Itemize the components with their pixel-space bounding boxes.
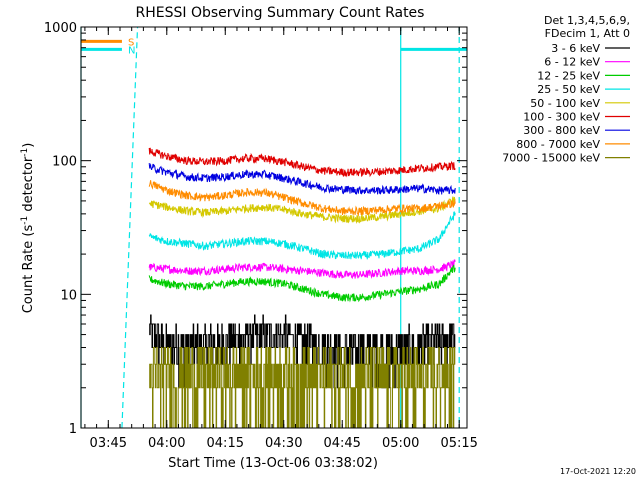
- legend-label-6: 300 - 800 keV: [523, 124, 600, 137]
- chart-title: RHESSI Observing Summary Count Rates: [136, 5, 425, 21]
- legend-header-line-1: Det 1,3,4,5,6,9,: [544, 14, 630, 27]
- series-6: [148, 163, 456, 196]
- y-axis-label-main: Count Rate (s: [21, 225, 36, 314]
- series-2: [148, 264, 456, 303]
- x-tick-label-5: 05:00: [382, 436, 419, 451]
- legend-label-4: 50 - 100 keV: [530, 97, 600, 110]
- legend: Det 1,3,4,5,6,9, FDecim 1, Att 0 3 - 6 k…: [502, 14, 630, 165]
- series-line-8: [149, 347, 456, 429]
- x-axis-ticks: 03:45 04:00 04:15 04:30 04:45 05:00 05:15: [84, 27, 478, 451]
- series-line-7: [148, 180, 456, 217]
- legend-label-2: 12 - 25 keV: [537, 69, 600, 82]
- x-tick-label-2: 04:15: [207, 436, 244, 451]
- series-8: [149, 347, 456, 429]
- series-line-6: [148, 163, 456, 196]
- plot-area: SN: [80, 26, 468, 429]
- legend-label-7: 800 - 7000 keV: [516, 138, 600, 151]
- series-lines: [148, 147, 456, 429]
- series-line-0: [149, 314, 456, 389]
- series-line-5: [148, 147, 456, 178]
- series-7: [148, 180, 456, 217]
- x-tick-label-4: 04:45: [323, 436, 360, 451]
- series-4: [148, 196, 456, 224]
- legend-label-5: 100 - 300 keV: [523, 111, 600, 124]
- flag-label-1: N: [128, 45, 135, 56]
- legend-label-3: 25 - 50 keV: [537, 83, 600, 96]
- legend-label-8: 7000 - 15000 keV: [502, 152, 600, 165]
- series-3: [148, 211, 456, 260]
- flag-bars: SN: [81, 37, 467, 56]
- x-tick-label-1: 04:00: [148, 436, 185, 451]
- plot-frame: [80, 26, 468, 429]
- x-tick-label-3: 04:30: [265, 436, 302, 451]
- x-axis-label: Start Time (13-Oct-06 03:38:02): [168, 456, 378, 471]
- y-axis-label-mid: detector: [21, 156, 36, 216]
- y-axis-label-sup1: -1: [20, 216, 30, 225]
- transition-marker: [121, 26, 139, 429]
- y-tick-label-0: 1: [69, 422, 77, 437]
- x-tick-label-0: 03:45: [90, 436, 127, 451]
- series-0: [149, 314, 456, 389]
- series-line-2: [148, 264, 456, 303]
- legend-header-line-2: FDecim 1, Att 0: [545, 27, 630, 40]
- series-line-1: [148, 259, 456, 280]
- x-tick-label-6: 05:15: [440, 436, 477, 451]
- y-axis-label-sup2: -1: [20, 148, 30, 157]
- legend-label-1: 6 - 12 keV: [544, 56, 600, 69]
- y-axis-label-end: ): [21, 143, 36, 148]
- series-1: [148, 259, 456, 280]
- legend-label-0: 3 - 6 keV: [551, 42, 600, 55]
- series-line-4: [148, 196, 456, 224]
- y-tick-label-1: 10: [60, 288, 77, 303]
- series-line-3: [148, 211, 456, 260]
- flag-label-0: S: [128, 37, 134, 48]
- y-axis-label: Count Rate (s-1 detector-1): [20, 143, 36, 314]
- timestamp: 17-Oct-2021 12:20: [560, 467, 636, 476]
- y-tick-label-2: 100: [52, 155, 77, 170]
- y-axis-ticks: 1 10 100 1000: [44, 21, 467, 437]
- series-5: [148, 147, 456, 178]
- y-tick-label-3: 1000: [44, 21, 77, 36]
